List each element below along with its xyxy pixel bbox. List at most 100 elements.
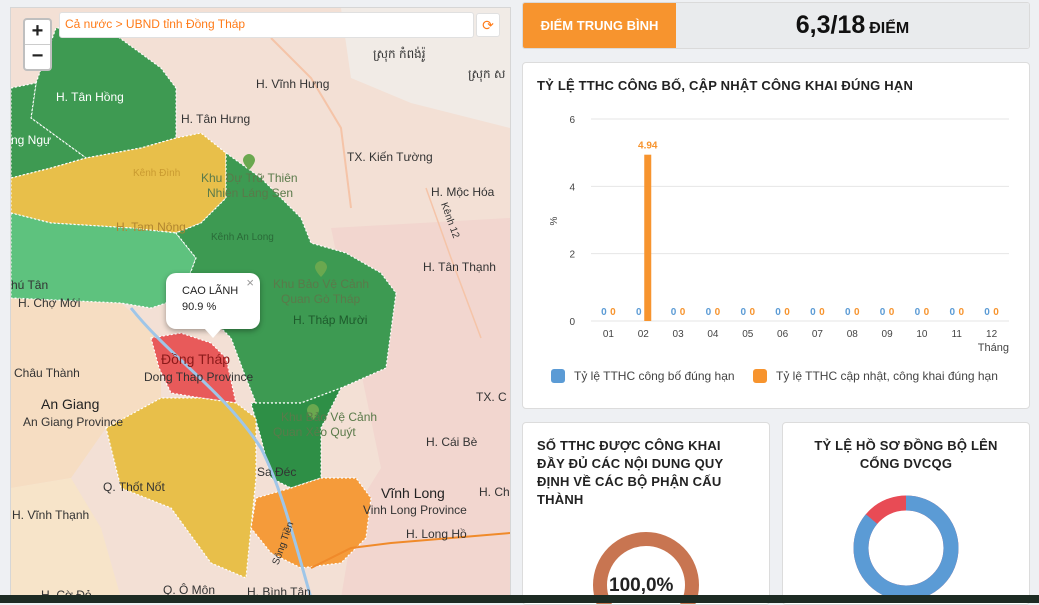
legend-label: Tỷ lệ TTHC công bố đúng hạn <box>574 369 735 383</box>
popup-region-name: CAO LÃNH <box>182 285 239 297</box>
map-label: H. Tháp Mười <box>293 313 368 327</box>
can-tho-region <box>11 478 121 598</box>
region-lap-vo[interactable] <box>105 397 257 579</box>
legend-item-cong-bo[interactable]: Tỷ lệ TTHC công bố đúng hạn <box>551 369 735 383</box>
x-tick-label: 06 <box>777 329 789 340</box>
map-label: Khu Dự Trữ Thiên <box>201 171 298 185</box>
map-label: Q. Ô Môn <box>163 583 216 597</box>
y-axis-label: % <box>549 216 560 225</box>
map-label: An Giang Province <box>23 415 124 429</box>
region-thap-muoi[interactable] <box>175 151 397 404</box>
map-panel[interactable]: + − Cả nước > UBND tỉnh Đồng Tháp ⟳ × CA… <box>10 7 511 599</box>
bar-data-label: 0 <box>958 307 964 318</box>
region-chau-thanh[interactable] <box>250 386 343 489</box>
map-label: Quan Gò Tháp <box>281 292 361 306</box>
map-label: H. Tân Hồng <box>56 90 124 104</box>
refresh-button[interactable]: ⟳ <box>476 13 500 37</box>
map-label: Q. Thốt Nốt <box>103 480 165 494</box>
bar-data-label: 0 <box>810 307 816 318</box>
cambodia-region <box>341 8 510 128</box>
y-tick-label: 6 <box>569 115 575 126</box>
map-label: H. Vĩnh Hưng <box>256 77 330 91</box>
road <box>270 37 352 209</box>
map-label: Khu Bảo Vệ Cảnh <box>273 277 370 291</box>
x-tick-label: 01 <box>603 329 615 340</box>
map-label: TX. Kiến Tường <box>347 150 433 164</box>
bar <box>644 154 652 321</box>
map-label: ng Ngự <box>11 133 52 147</box>
popup-region-value: 90.9 % <box>182 301 217 313</box>
map-label: H. Bình Tân <box>247 585 311 599</box>
map-label: H. Mộc Hóa <box>431 185 495 199</box>
x-tick-label: 10 <box>916 329 928 340</box>
bar-data-label: 0 <box>854 307 860 318</box>
average-score-value-area: 6,3/18 ĐIỂM <box>676 3 1029 48</box>
x-tick-label: 12 <box>986 329 998 340</box>
map-label: H. Cái Bè <box>426 435 478 449</box>
public-tthc-card: SỐ TTHC ĐƯỢC CÔNG KHAI ĐẦY ĐỦ CÁC NỘI DU… <box>522 422 770 605</box>
map-label: Kênh Đình <box>133 168 181 179</box>
x-axis-label: Tháng <box>978 342 1009 354</box>
y-tick-label: 2 <box>569 250 575 261</box>
dvcqg-sync-donut <box>853 495 959 601</box>
bar-data-label: 0 <box>915 307 921 318</box>
bar-data-label: 0 <box>706 307 712 318</box>
zoom-out-button[interactable]: − <box>25 44 50 69</box>
legend-swatch-blue <box>551 369 565 383</box>
y-tick-label: 4 <box>569 182 575 193</box>
map-label: Dong Thap Province <box>144 370 254 384</box>
bar-data-label: 0 <box>740 307 746 318</box>
canal <box>425 187 482 339</box>
close-icon[interactable]: × <box>246 275 254 290</box>
bar-data-label: 0 <box>775 307 781 318</box>
map-label: Vinh Long Province <box>363 503 467 517</box>
dvcqg-sync-title: TỶ LỆ HỒ SƠ ĐỒNG BỘ LÊN CỔNG DVCQG <box>814 438 998 471</box>
map-label: ស្រុក ស <box>468 67 506 81</box>
bar-data-label: 0 <box>880 307 886 318</box>
zoom-in-button[interactable]: + <box>31 20 44 42</box>
x-tick-label: 04 <box>707 329 719 340</box>
map-label: An Giang <box>41 396 100 412</box>
park-marker-icon <box>315 261 327 277</box>
average-score-label: ĐIỂM TRUNG BÌNH <box>523 3 676 48</box>
bar-data-label: 0 <box>819 307 825 318</box>
park-marker-icon <box>243 154 255 170</box>
map-label: ស្រុក កំពង់រ៉ូ <box>373 47 426 61</box>
bar-data-label: 0 <box>610 307 616 318</box>
bar-data-label: 0 <box>749 307 755 318</box>
highway <box>310 532 510 569</box>
donut-slice-blue <box>853 495 959 601</box>
map-label: H. Tân Hưng <box>181 112 251 126</box>
map-label: Quan Xẻo Quýt <box>273 425 356 439</box>
river <box>129 307 313 598</box>
province-map[interactable] <box>11 8 510 598</box>
x-tick-label: 11 <box>952 329 963 340</box>
x-tick-label: 08 <box>847 329 859 340</box>
legend-label: Tỷ lệ TTHC cập nhật, công khai đúng hạn <box>776 369 998 383</box>
map-label: Khu Bảo Vệ Cảnh <box>281 410 378 424</box>
bar-data-label: 0 <box>601 307 607 318</box>
map-label: H. Chợ <box>479 485 510 499</box>
bar-data-label: 0 <box>889 307 895 318</box>
legend-item-cap-nhat[interactable]: Tỷ lệ TTHC cập nhật, công khai đúng hạn <box>753 369 998 383</box>
map-breadcrumb[interactable]: Cả nước > UBND tỉnh Đồng Tháp <box>59 12 474 38</box>
donut-value: 100,0% <box>609 575 674 596</box>
map-label: Sa Đéc <box>257 465 297 479</box>
park-marker-icon <box>307 404 319 420</box>
map-label: Châu Thành <box>14 366 80 380</box>
x-tick-label: 03 <box>673 329 685 340</box>
chart-title: TỶ LỆ TTHC CÔNG BỐ, CẬP NHẬT CÔNG KHAI Đ… <box>537 78 914 93</box>
map-label: H. Tân Thạnh <box>423 260 496 274</box>
dvcqg-sync-card: TỶ LỆ HỒ SƠ ĐỒNG BỘ LÊN CỔNG DVCQG <box>782 422 1030 605</box>
public-tthc-donut <box>593 532 699 604</box>
x-tick-label: 07 <box>812 329 824 340</box>
map-label: Kênh An Long <box>211 232 274 243</box>
map-label: H. Long Hồ <box>406 527 467 541</box>
x-tick-label: 02 <box>638 329 650 340</box>
map-label: H. Cờ Đỏ <box>41 588 92 599</box>
donut-ring <box>593 532 699 604</box>
map-label: hú Tân <box>11 278 49 292</box>
map-label: Nhiên Láng Sen <box>207 186 294 200</box>
zoom-control[interactable]: + − <box>23 18 52 71</box>
average-score-value: 6,3/18 <box>795 11 866 39</box>
